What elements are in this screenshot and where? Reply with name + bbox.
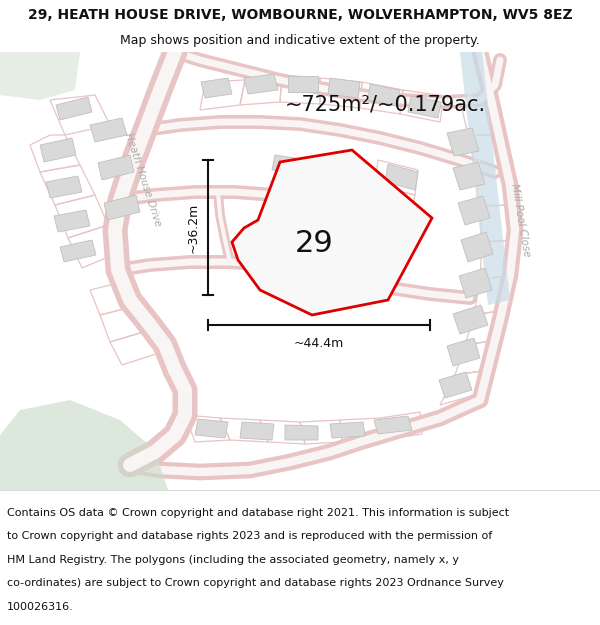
Polygon shape	[0, 52, 80, 100]
Polygon shape	[447, 128, 479, 156]
Text: Heath House Drive: Heath House Drive	[123, 132, 163, 228]
Polygon shape	[453, 305, 488, 334]
Text: ~36.2m: ~36.2m	[187, 202, 200, 252]
Polygon shape	[232, 150, 432, 315]
Text: 29: 29	[295, 229, 334, 258]
Text: 100026316.: 100026316.	[7, 602, 74, 612]
Text: ~725m²/~0.179ac.: ~725m²/~0.179ac.	[285, 95, 486, 115]
Polygon shape	[374, 416, 412, 434]
Polygon shape	[98, 155, 134, 180]
Polygon shape	[195, 419, 228, 438]
Polygon shape	[462, 52, 496, 300]
Polygon shape	[90, 118, 127, 142]
Polygon shape	[459, 268, 492, 298]
Polygon shape	[368, 84, 400, 106]
Polygon shape	[54, 210, 90, 232]
Text: co-ordinates) are subject to Crown copyright and database rights 2023 Ordnance S: co-ordinates) are subject to Crown copyr…	[7, 578, 504, 588]
Polygon shape	[0, 400, 168, 490]
Polygon shape	[244, 74, 278, 94]
Polygon shape	[408, 96, 441, 118]
Polygon shape	[461, 232, 493, 262]
Polygon shape	[240, 422, 274, 440]
Polygon shape	[460, 52, 510, 305]
Polygon shape	[272, 155, 308, 175]
Text: ~44.4m: ~44.4m	[294, 337, 344, 350]
Text: Map shows position and indicative extent of the property.: Map shows position and indicative extent…	[120, 34, 480, 47]
Text: Contains OS data © Crown copyright and database right 2021. This information is : Contains OS data © Crown copyright and d…	[7, 508, 509, 518]
Polygon shape	[285, 425, 318, 440]
Polygon shape	[40, 138, 76, 162]
Polygon shape	[328, 78, 360, 98]
Polygon shape	[46, 176, 82, 198]
Polygon shape	[104, 195, 140, 220]
Polygon shape	[275, 225, 312, 250]
Polygon shape	[56, 97, 92, 120]
Polygon shape	[453, 162, 485, 190]
Polygon shape	[447, 338, 480, 366]
Text: HM Land Registry. The polygons (including the associated geometry, namely x, y: HM Land Registry. The polygons (includin…	[7, 555, 459, 565]
Text: 29, HEATH HOUSE DRIVE, WOMBOURNE, WOLVERHAMPTON, WV5 8EZ: 29, HEATH HOUSE DRIVE, WOMBOURNE, WOLVER…	[28, 8, 572, 21]
Polygon shape	[201, 78, 232, 98]
Polygon shape	[439, 372, 472, 398]
Polygon shape	[385, 164, 418, 190]
Polygon shape	[288, 76, 318, 92]
Text: to Crown copyright and database rights 2023 and is reproduced with the permissio: to Crown copyright and database rights 2…	[7, 531, 493, 541]
Polygon shape	[60, 240, 96, 262]
Polygon shape	[458, 196, 490, 225]
Text: Mill Pool Close: Mill Pool Close	[509, 182, 532, 258]
Polygon shape	[330, 422, 365, 438]
